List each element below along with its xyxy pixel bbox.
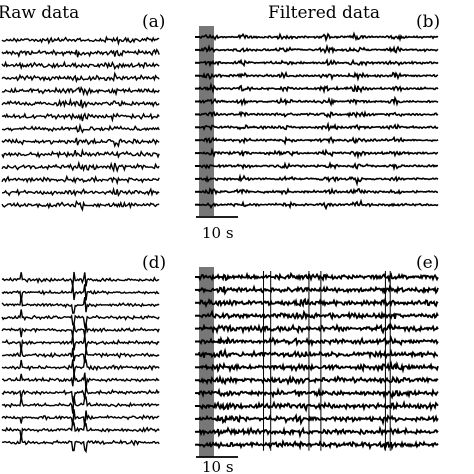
trace-a-14 — [1, 199, 160, 212]
trace-a-4 — [1, 71, 160, 84]
trace-b-10 — [198, 147, 439, 160]
traces-e — [195, 271, 439, 452]
trace-b-4 — [198, 70, 439, 82]
trace-b-2 — [198, 43, 439, 55]
trace-a-1 — [1, 35, 160, 47]
trace-e-2 — [198, 283, 439, 296]
traces-b — [195, 31, 439, 211]
scale-bar-label-b: 10 s — [202, 224, 234, 242]
trace-e-13 — [198, 425, 439, 439]
trace-a-5 — [1, 85, 160, 97]
trace-d-14 — [1, 434, 160, 454]
trace-a-7 — [1, 112, 160, 123]
traces-d — [1, 271, 160, 454]
trace-e-10 — [198, 387, 439, 400]
trace-d-1 — [1, 271, 160, 287]
panel-label-e: (e) — [416, 253, 439, 273]
trace-e-12 — [198, 413, 439, 427]
trace-b-12 — [198, 173, 439, 187]
trace-d-5 — [1, 322, 160, 338]
right-title: Filtered data — [268, 3, 380, 23]
trace-a-12 — [1, 174, 160, 186]
trace-a-9 — [1, 137, 160, 149]
trace-b-14 — [198, 198, 439, 211]
trace-b-5 — [198, 82, 439, 95]
trace-a-10 — [1, 148, 160, 159]
panel-label-b: (b) — [416, 12, 440, 32]
trace-d-13 — [1, 419, 160, 439]
trace-e-3 — [198, 297, 439, 309]
left-title: Raw data — [0, 3, 79, 23]
trace-d-9 — [1, 372, 160, 389]
scale-bar-label-e: 10 s — [202, 458, 234, 474]
trace-a-6 — [1, 97, 160, 109]
trace-b-7 — [198, 109, 439, 119]
trace-d-2 — [1, 284, 160, 302]
trace-e-1 — [198, 271, 439, 284]
trace-e-9 — [198, 374, 439, 386]
highlight-band-b — [199, 26, 214, 216]
trace-e-5 — [199, 322, 439, 335]
panel-label-d: (d) — [142, 253, 166, 273]
trace-a-2 — [1, 48, 160, 59]
trace-b-3 — [198, 58, 439, 68]
trace-b-6 — [198, 95, 439, 107]
highlight-band-e — [199, 267, 214, 457]
trace-b-11 — [198, 160, 439, 172]
trace-e-14 — [198, 438, 439, 452]
trace-a-13 — [2, 186, 160, 198]
trace-e-4 — [198, 309, 439, 321]
trace-e-11 — [198, 399, 439, 413]
trace-a-8 — [2, 123, 160, 134]
trace-d-10 — [1, 385, 160, 404]
trace-e-7 — [198, 347, 438, 361]
trace-d-4 — [1, 309, 160, 329]
trace-a-3 — [1, 60, 160, 71]
trace-b-13 — [198, 187, 439, 196]
trace-b-8 — [198, 121, 439, 132]
trace-e-6 — [198, 335, 439, 348]
trace-b-9 — [198, 135, 439, 146]
traces-a — [1, 35, 160, 212]
trace-e-8 — [198, 360, 439, 374]
trace-a-11 — [1, 160, 160, 174]
trace-d-6 — [1, 334, 160, 352]
trace-d-11 — [1, 395, 160, 414]
panel-label-a: (a) — [142, 12, 165, 32]
trace-d-12 — [1, 409, 160, 427]
trace-d-8 — [1, 357, 160, 375]
trace-d-3 — [1, 296, 160, 314]
trace-d-7 — [1, 347, 160, 364]
trace-b-1 — [198, 31, 439, 43]
